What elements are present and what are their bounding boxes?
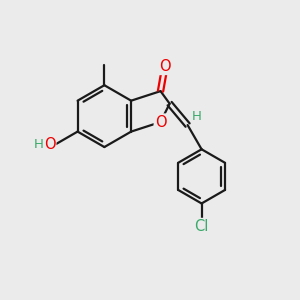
- Text: H: H: [33, 138, 43, 151]
- Text: O: O: [44, 136, 55, 152]
- Text: O: O: [159, 59, 171, 74]
- Text: O: O: [155, 115, 167, 130]
- Text: H: H: [192, 110, 202, 123]
- Text: Cl: Cl: [194, 219, 209, 234]
